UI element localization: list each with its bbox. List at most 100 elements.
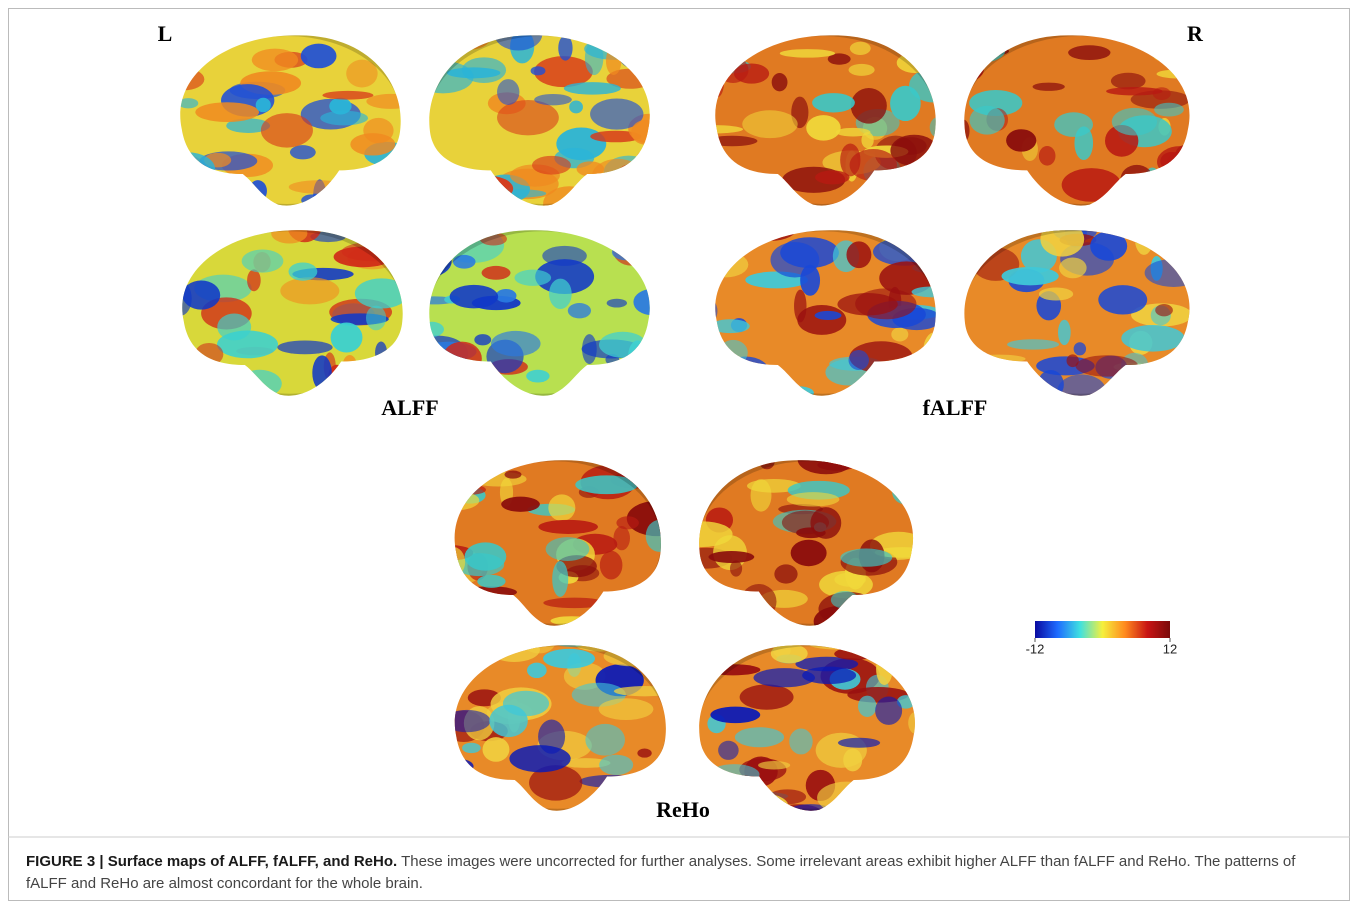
brain-blob <box>543 186 595 221</box>
brain-blob <box>531 66 546 75</box>
brain-surface <box>669 630 937 824</box>
colorbar-tick-label: -12 <box>1026 641 1045 656</box>
brain-surface <box>938 20 1212 219</box>
brain-blob <box>896 373 912 390</box>
brain-blob <box>252 49 298 72</box>
brain-blob <box>493 189 546 197</box>
brain-blob <box>1128 198 1186 207</box>
brain-blob <box>156 235 197 260</box>
brain-blob <box>456 175 513 202</box>
brain-blob <box>1033 83 1065 91</box>
brain-blob <box>923 332 946 367</box>
brain-blob <box>814 606 863 637</box>
brain-blob <box>971 355 1025 364</box>
brain-blob <box>538 520 598 534</box>
brain-blob <box>462 743 481 753</box>
brain-blob <box>810 507 841 539</box>
brain-blob <box>340 386 384 411</box>
brain-blob <box>575 475 638 494</box>
brain-blob <box>171 49 187 60</box>
brain-blob <box>496 289 517 303</box>
brain-blob <box>543 649 595 669</box>
brain-blob <box>730 590 744 622</box>
brain-blob <box>721 356 770 390</box>
brain-blob <box>600 551 623 580</box>
brain-blob <box>631 120 659 145</box>
brain-blob <box>842 381 905 412</box>
brain-blob <box>242 250 284 273</box>
brain-blob <box>815 311 842 320</box>
brain-blob <box>482 737 509 762</box>
brain-blob <box>261 113 313 147</box>
brain-blob <box>1040 222 1084 257</box>
brain-blob <box>446 680 462 699</box>
brain-blob <box>189 371 222 396</box>
brain-blob <box>197 31 223 57</box>
brain-blob <box>564 82 621 95</box>
brain-blob <box>731 189 791 217</box>
brain-blob <box>577 161 604 176</box>
brain-blob <box>301 44 337 69</box>
brain-blob <box>301 194 323 206</box>
brain-blob <box>217 313 251 340</box>
brain-blob <box>342 355 358 383</box>
brain-blob <box>890 86 921 121</box>
brain-blob <box>1179 371 1216 402</box>
brain-blob <box>693 297 718 325</box>
brain-blob <box>505 471 522 479</box>
brain-blob <box>758 761 790 769</box>
brain-blob <box>646 520 673 552</box>
brain-blob <box>618 357 676 390</box>
brain-blob <box>1039 287 1073 300</box>
brain-blob <box>744 213 798 241</box>
brain-blob <box>730 561 742 577</box>
brain-blob <box>645 273 666 294</box>
brain-blob <box>794 290 806 323</box>
colorbar-ticks: -1212 <box>1026 638 1178 656</box>
brain-blob <box>160 152 215 186</box>
brain-blob <box>783 386 814 399</box>
brain-blob <box>515 270 552 286</box>
brain-blob <box>858 696 876 717</box>
brain-blob <box>538 720 565 754</box>
brain-blob <box>1112 108 1157 136</box>
brain-blob <box>497 79 519 105</box>
brain-blob <box>711 66 724 98</box>
brain-blob <box>397 176 454 185</box>
brain-blob <box>1153 87 1171 100</box>
brain-blob <box>973 36 987 60</box>
brain-blob <box>843 749 862 772</box>
brain-blob <box>791 540 827 566</box>
brain-blob <box>407 246 452 277</box>
brain-blob <box>543 598 605 609</box>
brain-blob <box>390 244 415 277</box>
brain-blob <box>582 334 597 364</box>
brain-blob <box>710 707 760 724</box>
brain-blob <box>806 635 869 649</box>
brain-blob <box>812 93 855 112</box>
brain-surface <box>948 216 1216 409</box>
brain-blob <box>850 149 897 181</box>
brain-blob <box>704 252 749 278</box>
brain-blob <box>452 485 486 495</box>
brain-blob <box>633 233 677 257</box>
brain-blob <box>440 547 466 577</box>
brain-blob <box>798 445 855 474</box>
brain-blob <box>614 30 662 49</box>
brain-blob <box>1059 257 1087 278</box>
brain-blob <box>1108 381 1158 391</box>
brain-blob <box>551 636 591 647</box>
brain-blob <box>548 494 575 521</box>
brain-blob <box>355 278 408 308</box>
brain-blob <box>637 150 658 161</box>
caption: FIGURE 3 | Surface maps of ALFF, fALFF, … <box>26 851 1336 895</box>
brain-blob <box>474 334 491 345</box>
brain-blob <box>1155 304 1173 316</box>
brain-blob <box>633 289 670 315</box>
brain-blob <box>908 711 925 734</box>
brain-blob <box>938 20 986 55</box>
brain-blob <box>569 101 583 114</box>
brain-blob <box>1057 374 1106 408</box>
brain-blob <box>855 288 916 319</box>
brain-blob <box>1062 168 1122 202</box>
